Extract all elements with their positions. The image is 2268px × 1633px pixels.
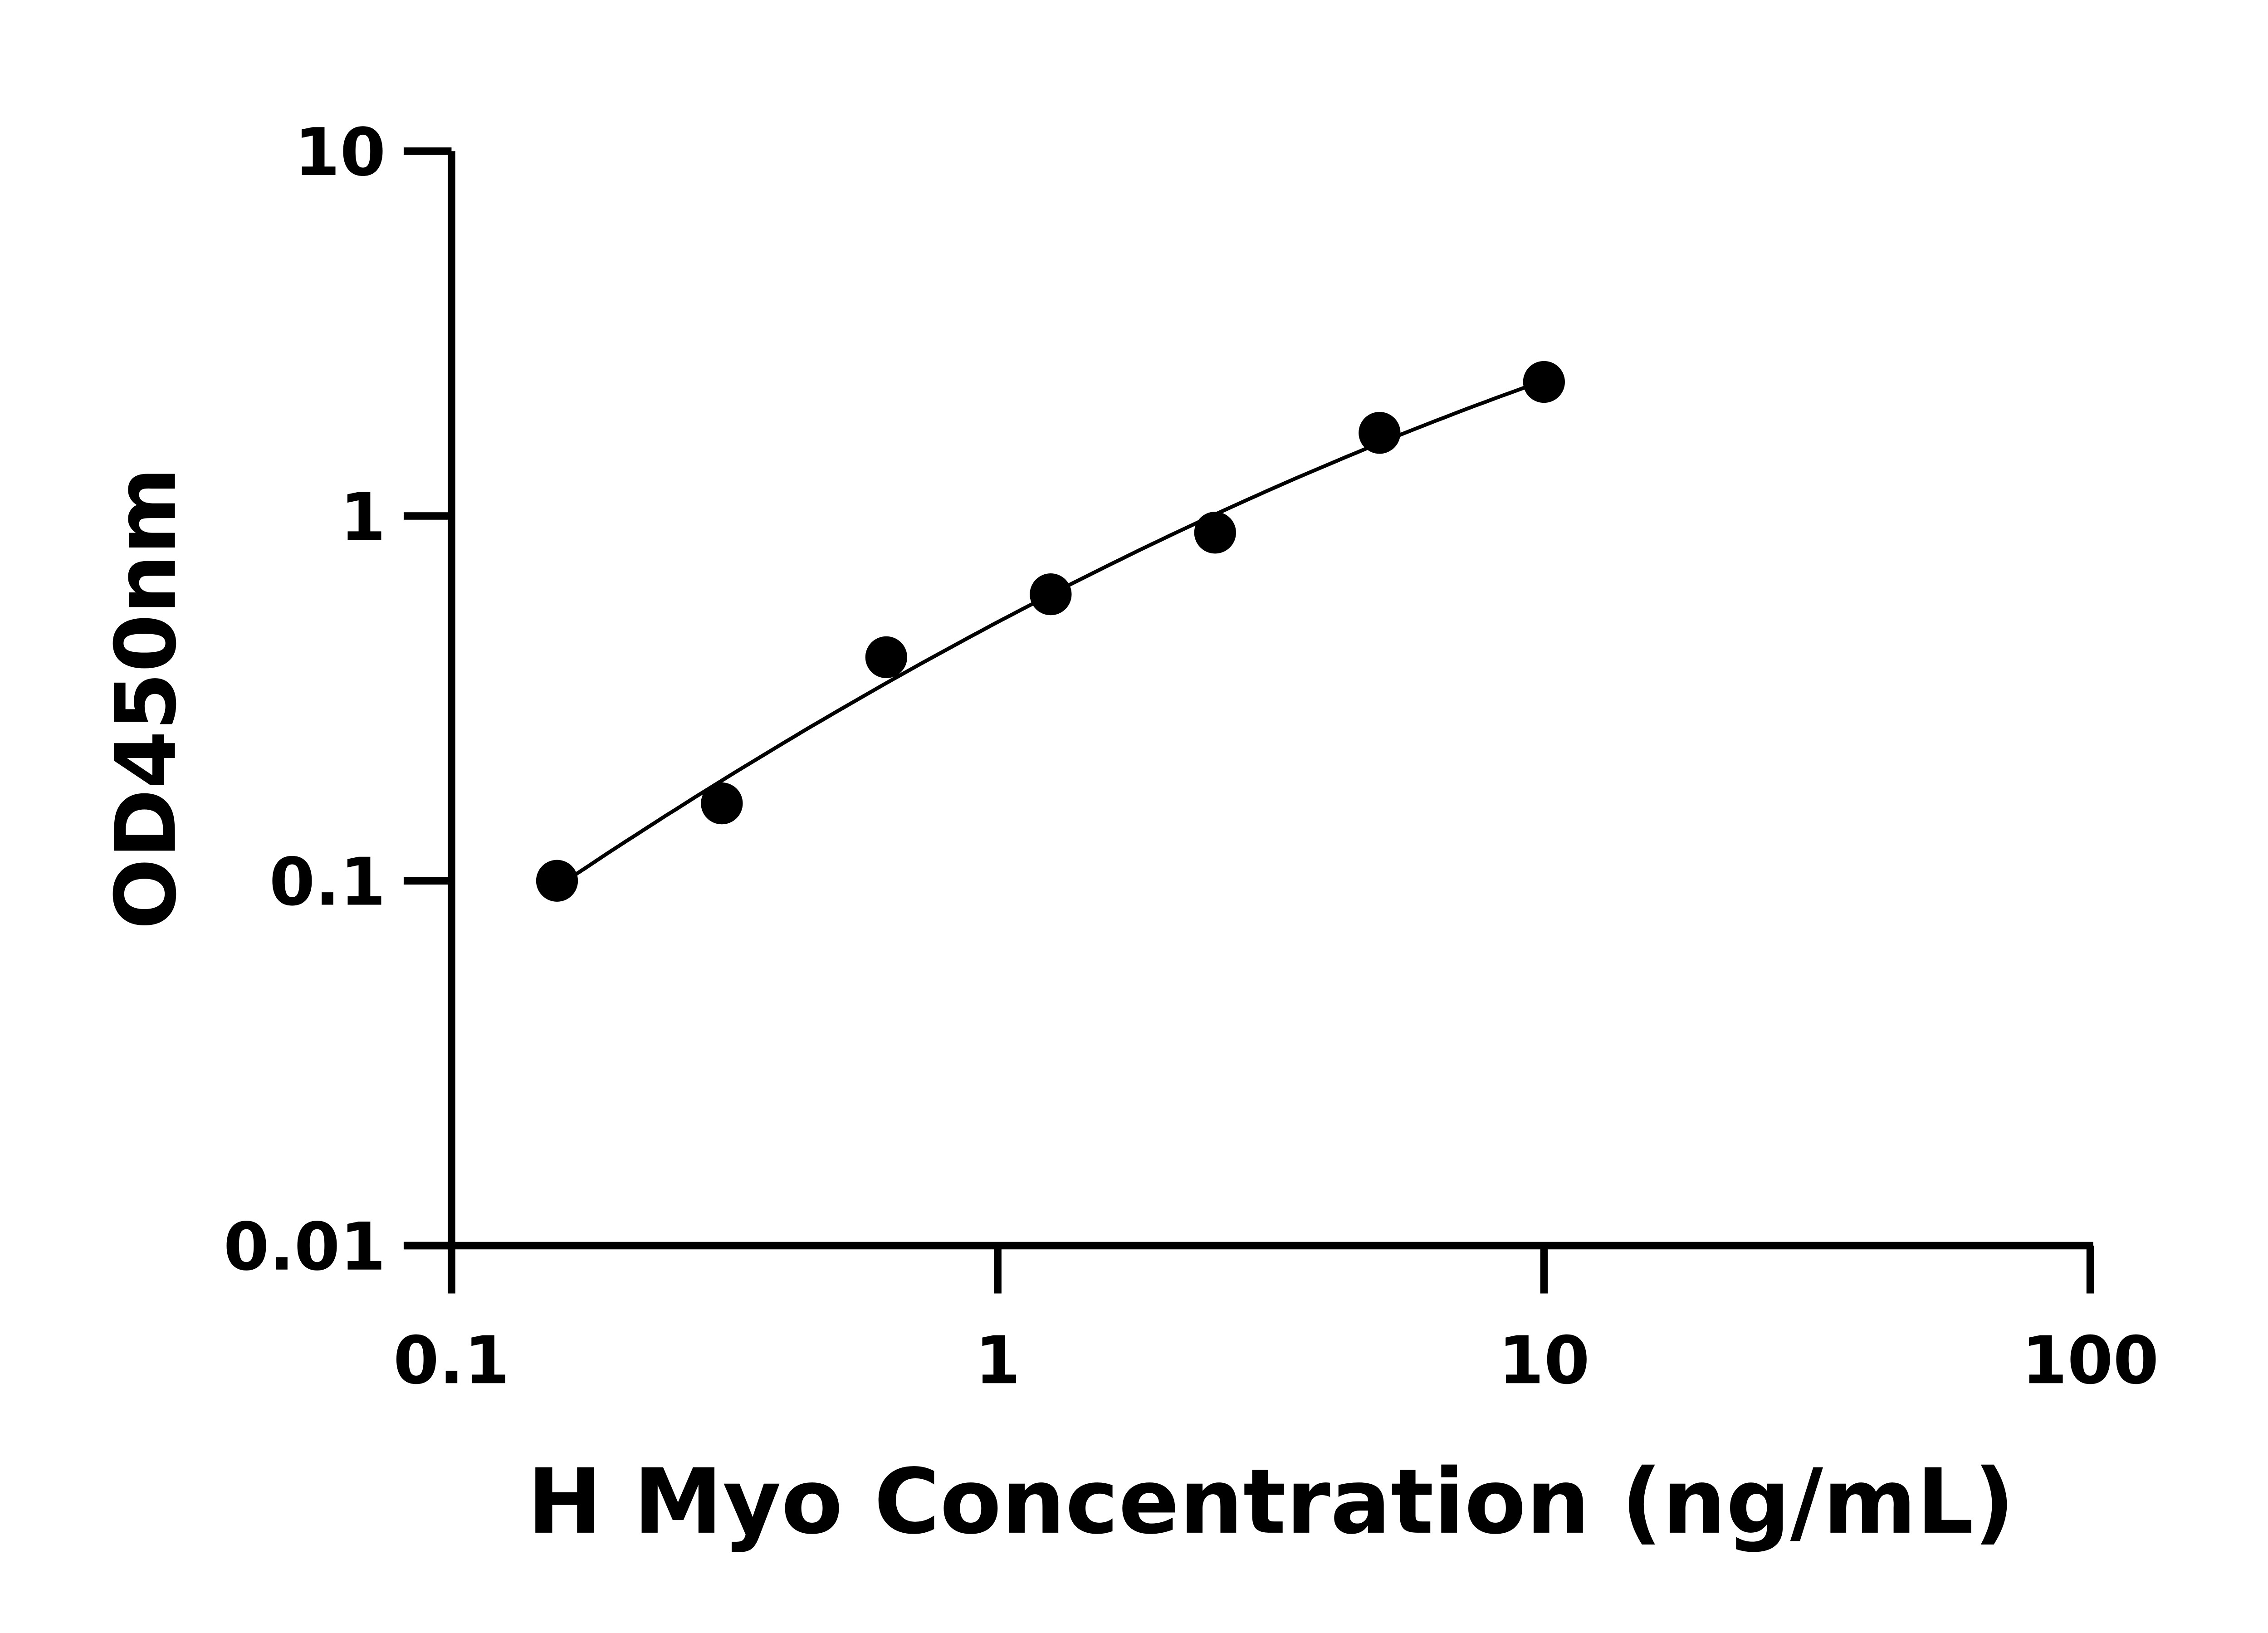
x-axis-label: H Myo Concentration (ng/mL): [527, 1449, 2014, 1554]
data-point: [1030, 573, 1072, 616]
x-tick-label: 0.1: [393, 1322, 510, 1399]
data-points: [536, 361, 1565, 902]
data-point: [865, 636, 907, 679]
data-point: [701, 782, 743, 825]
y-tick-label: 1: [340, 479, 386, 556]
y-tick-label: 10: [294, 114, 386, 191]
y-tick-label: 0.1: [269, 844, 386, 920]
data-point: [536, 860, 578, 902]
data-point: [1523, 361, 1565, 403]
data-point: [1359, 412, 1401, 454]
y-tick-label: 0.01: [224, 1209, 386, 1286]
x-tick-label: 100: [2022, 1322, 2159, 1399]
x-tick-label: 1: [975, 1322, 1021, 1399]
y-axis-label: OD450nm: [98, 467, 195, 929]
data-point: [1194, 512, 1236, 554]
x-tick-label: 10: [1498, 1322, 1590, 1399]
